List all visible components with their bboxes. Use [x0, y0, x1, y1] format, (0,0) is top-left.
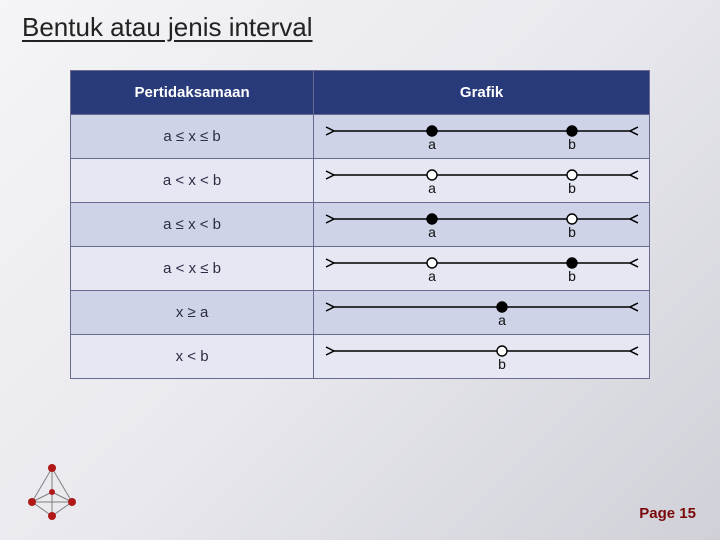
- graph-cell: ab: [314, 247, 650, 291]
- number-line: ab: [322, 117, 642, 157]
- inequality-cell: x ≥ a: [71, 291, 314, 335]
- table-row: a < x ≤ b ab: [71, 247, 650, 291]
- svg-text:b: b: [568, 180, 576, 196]
- svg-text:b: b: [498, 356, 506, 372]
- table-row: x < b b: [71, 335, 650, 379]
- header-inequality: Pertidaksamaan: [71, 71, 314, 115]
- inequality-cell: a ≤ x < b: [71, 203, 314, 247]
- graph-cell: ab: [314, 159, 650, 203]
- page-number: Page 15: [639, 505, 696, 522]
- graph-cell: ab: [314, 203, 650, 247]
- number-line: a: [322, 293, 642, 333]
- header-graph: Grafik: [314, 71, 650, 115]
- table-row: a ≤ x ≤ b ab: [71, 115, 650, 159]
- table-row: a < x < b ab: [71, 159, 650, 203]
- inequality-cell: a < x < b: [71, 159, 314, 203]
- svg-text:a: a: [428, 136, 436, 152]
- table-row: a ≤ x < b ab: [71, 203, 650, 247]
- number-line: ab: [322, 205, 642, 245]
- number-line: ab: [322, 249, 642, 289]
- svg-text:b: b: [568, 136, 576, 152]
- interval-table: Pertidaksamaan Grafik a ≤ x ≤ b ab a < x…: [70, 70, 650, 379]
- svg-text:a: a: [428, 180, 436, 196]
- number-line: b: [322, 337, 642, 377]
- graph-cell: a: [314, 291, 650, 335]
- svg-text:a: a: [428, 224, 436, 240]
- graph-cell: ab: [314, 115, 650, 159]
- svg-text:b: b: [568, 224, 576, 240]
- template-logo: [22, 462, 82, 522]
- svg-text:a: a: [498, 312, 506, 328]
- inequality-cell: a ≤ x ≤ b: [71, 115, 314, 159]
- inequality-cell: a < x ≤ b: [71, 247, 314, 291]
- inequality-cell: x < b: [71, 335, 314, 379]
- graph-cell: b: [314, 335, 650, 379]
- svg-text:a: a: [428, 268, 436, 284]
- slide-title: Bentuk atau jenis interval: [22, 12, 313, 43]
- number-line: ab: [322, 161, 642, 201]
- table-row: x ≥ a a: [71, 291, 650, 335]
- svg-text:b: b: [568, 268, 576, 284]
